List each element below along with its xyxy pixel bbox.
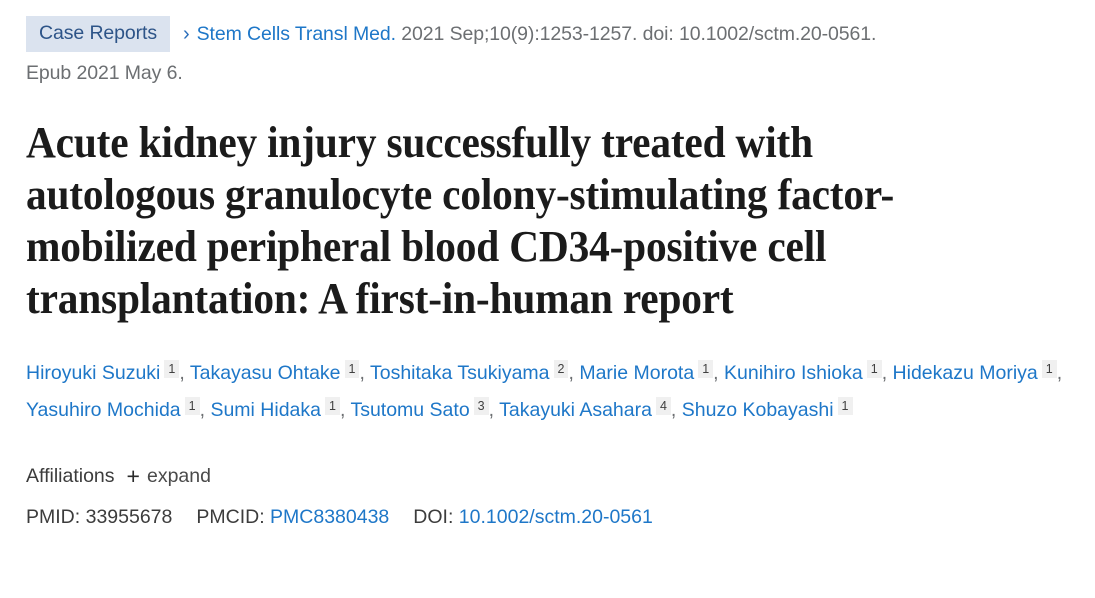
identifier-value[interactable]: 10.1002/sctm.20-0561: [458, 506, 653, 529]
author-entry: Kunihiro Ishioka 1,: [724, 359, 888, 385]
author-separator: ,: [339, 399, 346, 422]
citation-line: Case Reports › Stem Cells Transl Med. 2021…: [26, 15, 1071, 91]
author-affiliation-superscript[interactable]: 4: [655, 396, 671, 416]
author-separator: ,: [881, 362, 888, 385]
author-link[interactable]: Toshitaka Tsukiyama: [369, 362, 550, 385]
author-entry: Tsutomu Sato 3,: [350, 396, 495, 422]
expand-label: expand: [146, 465, 211, 488]
page-title: Acute kidney injury successfully treated…: [26, 118, 895, 324]
author-affiliation-superscript[interactable]: 2: [553, 359, 569, 379]
identifier-group: PMCID: PMC8380438: [196, 503, 389, 531]
author-link[interactable]: Tsutomu Sato: [350, 399, 470, 422]
chevron-right-icon: ›: [183, 22, 190, 45]
author-affiliation-superscript[interactable]: 1: [837, 396, 853, 416]
author-affiliation-superscript[interactable]: 1: [1041, 359, 1057, 379]
author-link[interactable]: Hiroyuki Suzuki: [26, 362, 161, 385]
author-link[interactable]: Sumi Hidaka: [210, 399, 321, 422]
author-entry: Shuzo Kobayashi 1: [681, 396, 853, 422]
publication-type-badge[interactable]: Case Reports: [26, 15, 171, 53]
affiliations-row: Affiliations + expand: [26, 462, 1071, 490]
author-link[interactable]: Marie Morota: [579, 362, 695, 385]
author-entry: Yasuhiro Mochida 1,: [26, 396, 206, 422]
author-link[interactable]: Takayuki Asahara: [499, 399, 652, 422]
epub-date: Epub 2021 May 6.: [26, 62, 183, 85]
author-link[interactable]: Hidekazu Moriya: [892, 362, 1038, 385]
journal-link[interactable]: Stem Cells Transl Med.: [196, 23, 396, 45]
author-link[interactable]: Shuzo Kobayashi: [681, 399, 834, 422]
article-header-page: Case Reports › Stem Cells Transl Med. 2021…: [26, 15, 1071, 531]
author-separator: ,: [713, 362, 719, 385]
author-separator: ,: [1056, 362, 1063, 385]
identifier-label: DOI:: [413, 506, 454, 529]
author-affiliation-superscript[interactable]: 1: [344, 359, 360, 379]
author-entry: Takayasu Ohtake 1,: [189, 359, 365, 385]
affiliations-expand-button[interactable]: + expand: [127, 462, 211, 490]
identifier-value[interactable]: PMC8380438: [270, 506, 390, 529]
identifier-group: PMID: 33955678: [26, 503, 172, 531]
author-affiliation-superscript[interactable]: 1: [698, 359, 714, 379]
author-separator: ,: [179, 362, 185, 385]
author-link[interactable]: Yasuhiro Mochida: [26, 399, 181, 422]
author-link[interactable]: Takayasu Ohtake: [189, 362, 341, 385]
plus-icon: +: [126, 463, 140, 490]
author-affiliation-superscript[interactable]: 1: [866, 359, 882, 379]
author-entry: Takayuki Asahara 4,: [499, 396, 677, 422]
author-entry: Hidekazu Moriya 1,: [892, 359, 1063, 385]
author-affiliation-superscript[interactable]: 3: [473, 396, 489, 416]
identifier-group: DOI: 10.1002/sctm.20-0561: [413, 503, 653, 531]
author-affiliation-superscript[interactable]: 1: [164, 359, 180, 379]
identifiers-row: PMID: 33955678 PMCID: PMC8380438 DOI: 10.1…: [26, 503, 1071, 531]
identifier-label: PMID:: [26, 506, 81, 529]
identifier-value: 33955678: [85, 506, 173, 529]
authors-list: Hiroyuki Suzuki 1, Takayasu Ohtake 1, Tosh…: [26, 355, 1071, 429]
author-separator: ,: [199, 399, 206, 422]
citation-details: 2021 Sep;10(9):1253-1257. doi: 10.1002/s…: [395, 23, 877, 45]
author-affiliation-superscript[interactable]: 1: [184, 396, 200, 416]
author-entry: Marie Morota 1,: [579, 359, 719, 385]
author-affiliation-superscript[interactable]: 1: [324, 396, 340, 416]
affiliations-label: Affiliations: [26, 465, 115, 488]
author-entry: Sumi Hidaka 1,: [210, 396, 346, 422]
author-entry: Hiroyuki Suzuki 1,: [26, 359, 185, 385]
author-separator: ,: [359, 362, 365, 385]
author-link[interactable]: Kunihiro Ishioka: [724, 362, 863, 385]
author-separator: ,: [488, 399, 495, 422]
author-entry: Toshitaka Tsukiyama 2,: [369, 359, 574, 385]
author-separator: ,: [670, 399, 677, 422]
author-separator: ,: [568, 362, 574, 385]
identifier-label: PMCID:: [196, 506, 265, 529]
